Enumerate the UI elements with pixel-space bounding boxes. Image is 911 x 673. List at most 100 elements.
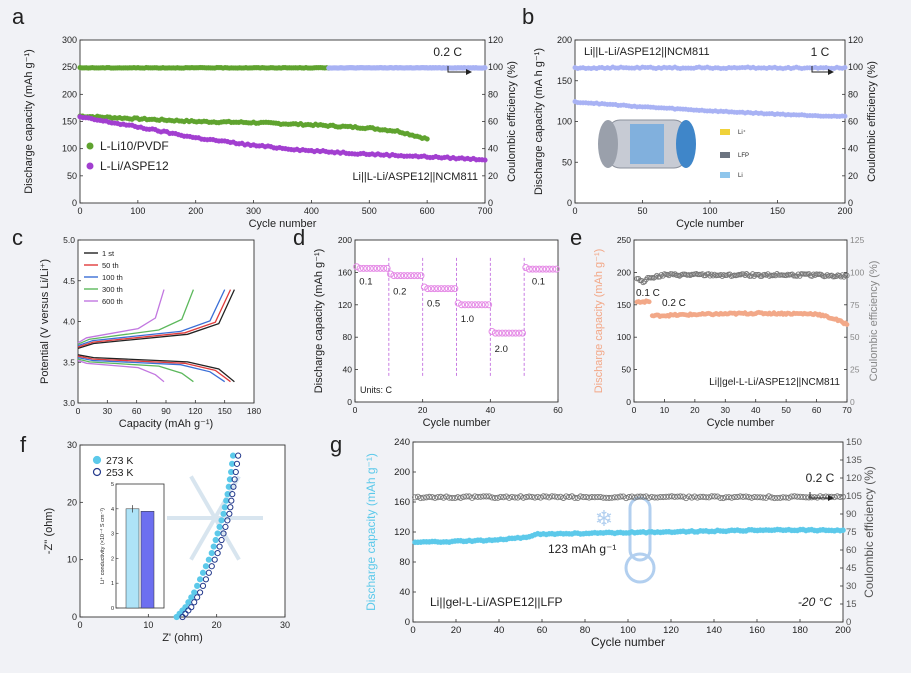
y2-tick-label: 150 [846,437,862,448]
data-point [202,576,210,583]
data-point [440,494,447,501]
data-point [443,493,450,500]
data-point [424,136,430,142]
data-point [817,493,824,500]
data-point [474,301,482,309]
x-tick-label: 180 [247,406,261,416]
y2-tick-label: 60 [488,117,498,127]
data-point [654,494,661,501]
data-point [665,493,673,500]
rate-label: 2.0 [495,344,508,355]
y2-tick-label: 15 [846,599,857,610]
data-point [514,494,521,501]
data-point [841,274,847,280]
data-point [691,493,698,500]
x-axis-label: Cycle number [676,218,744,230]
data-point [549,265,557,273]
data-point [380,264,388,272]
y-tick-label: 0 [626,397,631,407]
data-point [526,493,533,500]
data-point [634,493,641,500]
legend-marker-purple [86,162,94,170]
y2-tick-label: 75 [850,300,860,310]
y2-tick-label: 45 [846,563,857,574]
y-tick-label: 30 [67,440,77,450]
x-tick-label: 0 [77,620,82,630]
data-point [525,265,533,273]
data-point [182,604,189,611]
data-point [463,493,470,500]
data-point [359,264,367,272]
x-tick-label: 30 [721,405,731,415]
y-axis-label: Discharge capacity (mAh g⁻¹) [593,249,605,394]
charge-curve [77,289,226,347]
inset-y-axis-label: Li⁺ conductivity (×10⁻⁴ S cm⁻¹) [99,508,106,584]
data-point [469,494,476,501]
y2-tick-label: 105 [846,491,862,502]
x-tick-label: 150 [770,206,785,216]
plot-area [633,239,848,403]
data-point [373,264,381,272]
x-tick-label: 40 [751,405,761,415]
data-point [441,285,449,293]
data-point [802,494,809,501]
data-point [637,493,644,500]
data-point [466,493,473,500]
data-point [353,263,361,271]
cell-label: Li||gel-L-Li/ASPE12||LFP [430,595,563,609]
data-point [788,493,795,500]
x-tick-label: 0 [77,206,82,216]
x-axis-label: Z' (ohm) [162,632,203,644]
data-point [417,272,425,280]
panel-d: 0 20 40 60 0 40 80 120 160 200 Cycle number Dischar… [293,225,563,429]
data-point [216,523,223,531]
rate-label: 1 C [811,45,830,59]
y2-tick-label: 20 [488,171,498,181]
discharge-curve [77,358,194,383]
inset-y-tick-label: 1 [111,581,114,587]
charge-curve [77,289,232,348]
y-tick-label: 50 [67,171,77,181]
y-tick-label: 200 [338,235,352,245]
data-point [194,594,201,601]
data-point [663,493,670,500]
y2-tick-label: 0 [846,617,851,628]
data-point [498,329,506,337]
legend-item: 300 th [102,285,123,294]
y2-tick-label: 30 [846,581,857,592]
y-tick-label: 150 [62,117,77,127]
data-point [185,599,192,606]
panel-g: 0 20 40 60 80 100 120 140 160 180 2000408012016020… [330,432,876,649]
x-axis-label: Cycle number [707,417,775,429]
x-tick-label: 20 [690,405,700,415]
series-capacity [412,526,846,546]
arrow-head [828,495,834,501]
data-point [196,589,204,596]
capacity-note: 123 mAh g⁻¹ [548,542,616,556]
data-point [762,494,770,501]
data-point [651,494,658,501]
y2-tick-label: 75 [846,527,857,538]
cell-label: Li||gel-L-Li/ASPE12||NCM811 [709,377,840,388]
y-tick-label: 50 [562,157,572,167]
x-tick-label: 0 [353,405,358,415]
data-point [390,272,398,280]
y2-tick-label: 40 [488,144,498,154]
data-point [202,563,210,570]
data-point [449,494,456,502]
data-point [720,494,727,502]
x-tick-label: 160 [749,625,765,636]
panel-letter: d [293,225,305,250]
data-point [228,468,235,476]
data-point [426,493,433,500]
y-tick-label: 200 [62,89,77,99]
data-point [574,494,581,501]
data-point [482,65,488,71]
data-point [205,556,212,563]
data-point [628,493,635,500]
data-point [444,285,452,293]
data-point [429,494,436,501]
data-point [196,576,204,583]
y2-tick-label: 100 [850,267,864,277]
data-point [694,494,701,501]
